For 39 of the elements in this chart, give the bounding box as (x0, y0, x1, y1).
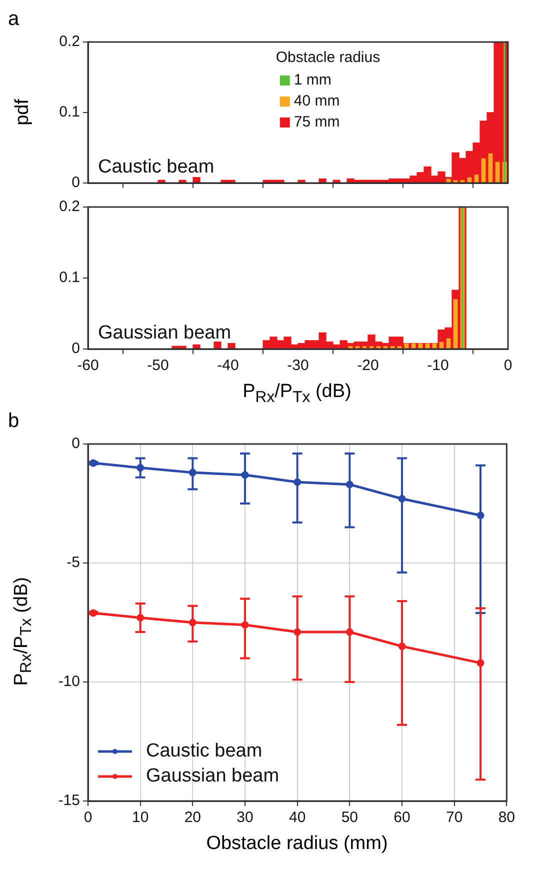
x-tick-label: 80 (498, 808, 515, 826)
x-axis-title: Obstacle radius (mm) (205, 832, 389, 856)
annotation: Gaussian beam (98, 322, 232, 344)
y-tick-label: 0 (72, 340, 80, 358)
legend-label: Gaussian beam (146, 766, 280, 787)
y-tick-label: -15 (58, 792, 80, 809)
x-tick-label: -40 (217, 357, 239, 374)
x-tick-label: -20 (357, 357, 379, 374)
y-tick-label: 0 (72, 174, 80, 192)
x-tick-label: 70 (446, 808, 463, 826)
x-tick-label: 20 (184, 808, 202, 826)
legend-label: 1 mm (294, 72, 332, 89)
x-tick-label: -50 (147, 357, 169, 374)
annotation: Caustic beam (98, 156, 214, 178)
legend-title: Obstacle radius (276, 49, 380, 66)
x-tick-label: 30 (236, 808, 254, 826)
x-axis-title: P$_{Rx}$/P$_{Tx}$ (dB) (242, 380, 352, 408)
x-tick-label: -60 (77, 357, 99, 374)
legend-label: 40 mm (294, 92, 340, 110)
x-tick-label: 50 (341, 808, 358, 826)
x-tick-label: -10 (427, 357, 449, 374)
y-tick-label: -5 (66, 554, 80, 571)
y-axis-title: pdf (12, 99, 34, 126)
y-tick-label: -10 (58, 672, 80, 690)
y-tick-label: 0.1 (59, 104, 80, 121)
legend-label: Caustic beam (146, 740, 262, 762)
y-tick-label: 0.2 (59, 33, 80, 50)
x-tick-label: 0 (504, 357, 512, 374)
x-tick-label: 60 (394, 808, 410, 826)
legend-label: 75 mm (294, 114, 340, 131)
y-tick-label: 0.2 (59, 198, 80, 216)
y-tick-label: 0.1 (59, 269, 80, 286)
x-tick-label: 10 (132, 808, 149, 826)
x-tick-label: 0 (84, 808, 92, 826)
chart-title: a (8, 8, 20, 30)
y-tick-label: 0 (72, 434, 80, 452)
x-tick-label: -30 (287, 357, 309, 374)
chart-title: b (8, 410, 20, 432)
x-tick-label: 40 (288, 808, 306, 826)
